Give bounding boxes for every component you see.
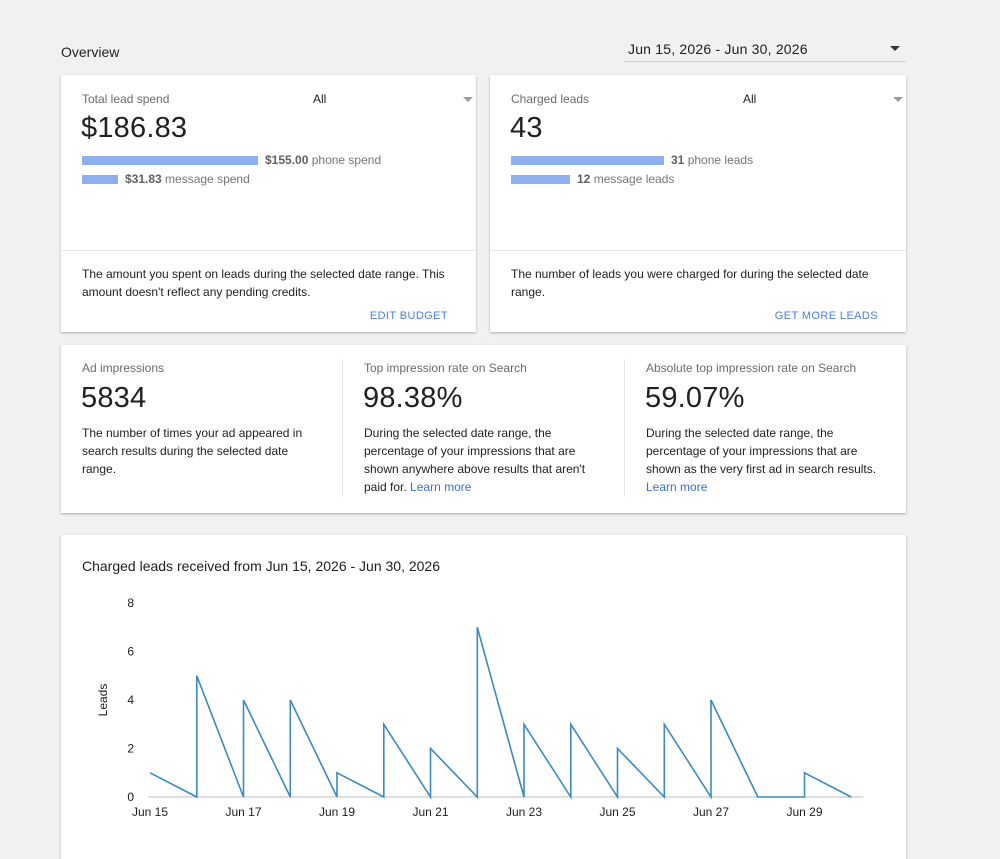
metric-value: 5834 [81,382,147,414]
lead-type-filter[interactable]: All [313,91,473,109]
phone-leads-bar [511,156,664,165]
y-tick-label: 2 [127,742,134,756]
x-tick-label: Jun 29 [786,805,822,819]
filter-value: All [743,92,757,106]
message-spend-label: $31.83 message spend [125,172,250,186]
overview-title: Overview [61,44,120,60]
message-leads-bar [511,175,570,184]
metric-value: 59.07% [645,382,745,414]
metric-description: During the selected date range, the perc… [646,426,877,494]
phone-leads-label: 31 phone leads [671,153,754,167]
metric-divider [342,359,343,497]
charged-leads-card: Charged leads All 43 31 phone leads 12 m… [490,75,906,332]
dropdown-arrow-icon [463,97,473,102]
card-description: The amount you spent on leads during the… [82,267,445,299]
card-divider [61,250,476,251]
metric-description: The number of times your ad appeared in … [82,426,303,476]
filter-value: All [313,92,327,106]
learn-more-link[interactable]: Learn more [646,480,708,494]
x-tick-label: Jun 27 [693,805,729,819]
metric-ad-impressions: Ad impressions 5834 The number of times … [81,345,337,513]
y-tick-label: 6 [127,645,134,659]
phone-spend-label: $155.00 phone spend [265,153,382,167]
metric-top-impression-rate: Top impression rate on Search 98.38% Dur… [363,345,619,513]
card-label: Charged leads [511,92,590,106]
date-range-select[interactable]: Jun 15, 2026 - Jun 30, 2026 [624,38,906,62]
dropdown-arrow-icon [890,46,900,51]
charged-leads-value: 43 [510,112,543,144]
leads-series-line [149,627,852,800]
x-tick-label: Jun 17 [225,805,261,819]
message-spend-bar [82,175,118,184]
edit-budget-button[interactable]: EDIT BUDGET [369,310,448,322]
metric-label: Top impression rate on Search [364,361,527,375]
metric-description: During the selected date range, the perc… [364,426,586,494]
dropdown-arrow-icon [893,97,903,102]
metric-divider [624,359,625,497]
x-tick-label: Jun 21 [412,805,448,819]
y-tick-label: 0 [127,790,134,804]
x-tick-label: Jun 25 [599,805,635,819]
message-leads-label: 12 message leads [577,172,675,186]
metric-absolute-top-impression-rate: Absolute top impression rate on Search 5… [645,345,901,513]
charged-leads-chart-card: Charged leads received from Jun 15, 2026… [61,535,906,859]
x-tick-label: Jun 15 [132,805,168,819]
impression-metrics-card: Ad impressions 5834 The number of times … [61,345,906,513]
total-lead-spend-card: Total lead spend All $186.83 $155.00 pho… [61,75,476,332]
metric-label: Ad impressions [82,361,165,375]
x-tick-label: Jun 23 [506,805,542,819]
y-tick-label: 8 [127,596,134,610]
total-spend-value: $186.83 [81,112,188,144]
metric-label: Absolute top impression rate on Search [646,361,857,375]
card-label: Total lead spend [82,92,170,106]
card-description: The number of leads you were charged for… [511,267,869,299]
y-tick-label: 4 [127,693,134,707]
get-more-leads-button[interactable]: GET MORE LEADS [774,310,878,322]
y-axis-label: Leads [96,684,110,717]
date-range-value: Jun 15, 2026 - Jun 30, 2026 [628,41,808,57]
chart-title: Charged leads received from Jun 15, 2026… [82,558,441,574]
x-tick-label: Jun 19 [319,805,355,819]
metric-value: 98.38% [363,382,463,414]
phone-spend-bar [82,156,258,165]
learn-more-link[interactable]: Learn more [410,480,472,494]
leads-line-chart: 0 2 4 6 8 Leads Jun 15 Jun 17 Jun 19 Jun 21 Jun 23… [96,596,864,819]
lead-type-filter[interactable]: All [743,91,903,109]
card-divider [490,250,906,251]
